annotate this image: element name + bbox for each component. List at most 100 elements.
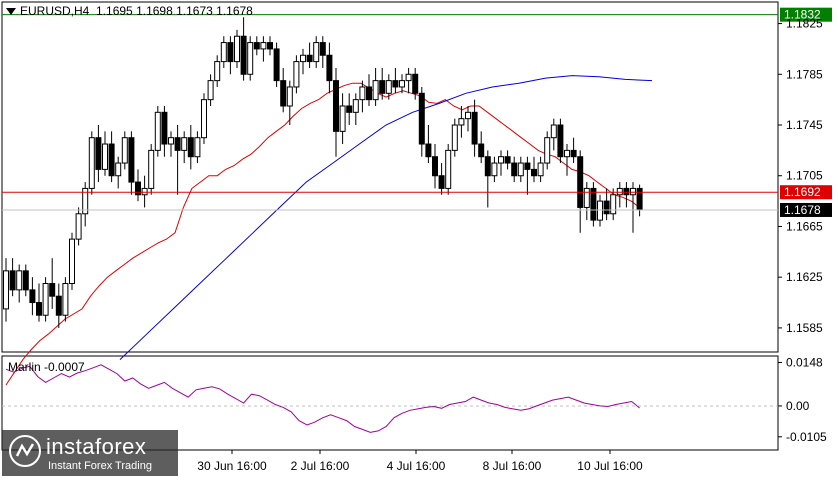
osc-tick-label: 0.0148 [786, 355, 823, 369]
watermark: instaforex Instant Forex Trading [2, 430, 178, 476]
candle [214, 55, 221, 87]
candle [524, 156, 531, 195]
candle-body [29, 289, 36, 304]
candle [95, 125, 102, 183]
watermark-tagline: Instant Forex Trading [48, 460, 152, 472]
marlin-line [5, 364, 640, 433]
candle [603, 188, 610, 221]
candle [564, 144, 570, 176]
candle-body [75, 213, 82, 240]
candle [88, 131, 95, 195]
y-tick-label: 1.1625 [786, 270, 823, 284]
candle-body [49, 283, 56, 297]
candle [511, 156, 518, 183]
collapse-triangle-icon[interactable] [6, 8, 16, 16]
candle [478, 131, 485, 164]
candle [597, 194, 603, 227]
candle [451, 118, 458, 157]
candle-body [280, 80, 287, 107]
candle-body [161, 111, 168, 145]
candle-body [148, 149, 155, 189]
candle [418, 86, 425, 157]
candle-body [471, 111, 478, 145]
candle-body [234, 35, 240, 63]
candle [438, 163, 445, 195]
candle [253, 36, 260, 56]
level-price-box [780, 185, 832, 200]
candle [339, 93, 346, 145]
candle [141, 175, 148, 208]
candle [484, 150, 491, 208]
candle-body [300, 54, 306, 63]
candle-body [590, 187, 597, 221]
candle [75, 207, 82, 246]
candle-body [69, 238, 75, 285]
candle-body [267, 42, 273, 50]
candle [227, 36, 234, 75]
candle [280, 67, 287, 113]
candle [102, 131, 108, 176]
candle [267, 36, 273, 56]
candle [168, 131, 174, 157]
candle [128, 131, 135, 195]
candle [517, 156, 524, 183]
candle-body [220, 42, 227, 63]
candle [372, 67, 379, 106]
candle [16, 264, 23, 303]
candle [432, 144, 438, 189]
watermark-brand: instaforex [46, 434, 147, 459]
candle [161, 105, 168, 157]
candle [616, 182, 623, 208]
candle-body [577, 156, 584, 208]
osc-tick-label: 0.00 [786, 399, 810, 413]
candle-body [392, 80, 399, 88]
candle [3, 258, 9, 322]
candle-body [306, 54, 313, 63]
candle-body [366, 86, 372, 101]
candle [22, 264, 29, 297]
candle-body [240, 35, 247, 75]
candle-body [517, 162, 524, 177]
ohlc-readout: 1.1695 1.1698 1.1673 1.1678 [96, 4, 253, 18]
candle-body [445, 149, 452, 189]
candle-body [451, 124, 458, 151]
candle [445, 144, 452, 195]
candle [36, 283, 42, 322]
candle [636, 184, 643, 217]
candle-body [154, 111, 161, 151]
candle [491, 156, 498, 183]
candle [29, 277, 36, 316]
candle-body [36, 302, 42, 316]
candle-body [597, 200, 603, 221]
x-tick-label: 30 Jun 16:00 [197, 459, 267, 473]
x-tick-label: 8 Jul 16:00 [483, 459, 542, 473]
candle-body [636, 187, 643, 211]
candle-body [550, 124, 557, 139]
x-tick-label: 2 Jul 16:00 [291, 459, 350, 473]
candle-body [630, 187, 636, 196]
candle [82, 182, 89, 227]
candle-body [313, 42, 320, 63]
candle [610, 188, 617, 221]
candle [69, 232, 75, 290]
oscillator-panel-frame [1, 355, 779, 451]
candle-body [187, 137, 194, 158]
candle [313, 36, 320, 68]
candle [583, 182, 590, 221]
candle [465, 105, 471, 132]
candle [319, 36, 326, 68]
candle-body [128, 137, 135, 183]
candle [201, 93, 207, 145]
candle-body [372, 80, 379, 101]
osc-tick-label: -0.0105 [786, 430, 827, 444]
candle-body [339, 105, 346, 132]
candle [207, 74, 214, 106]
candle-body [273, 48, 280, 82]
level-price-label: 1.1832 [784, 8, 821, 22]
candle [557, 118, 564, 164]
chart-header: EURUSD,H4 1.1695 1.1698 1.1673 1.1678 [6, 4, 253, 18]
candle-body [405, 73, 412, 82]
candle [498, 150, 504, 176]
main-panel-frame [1, 1, 779, 353]
